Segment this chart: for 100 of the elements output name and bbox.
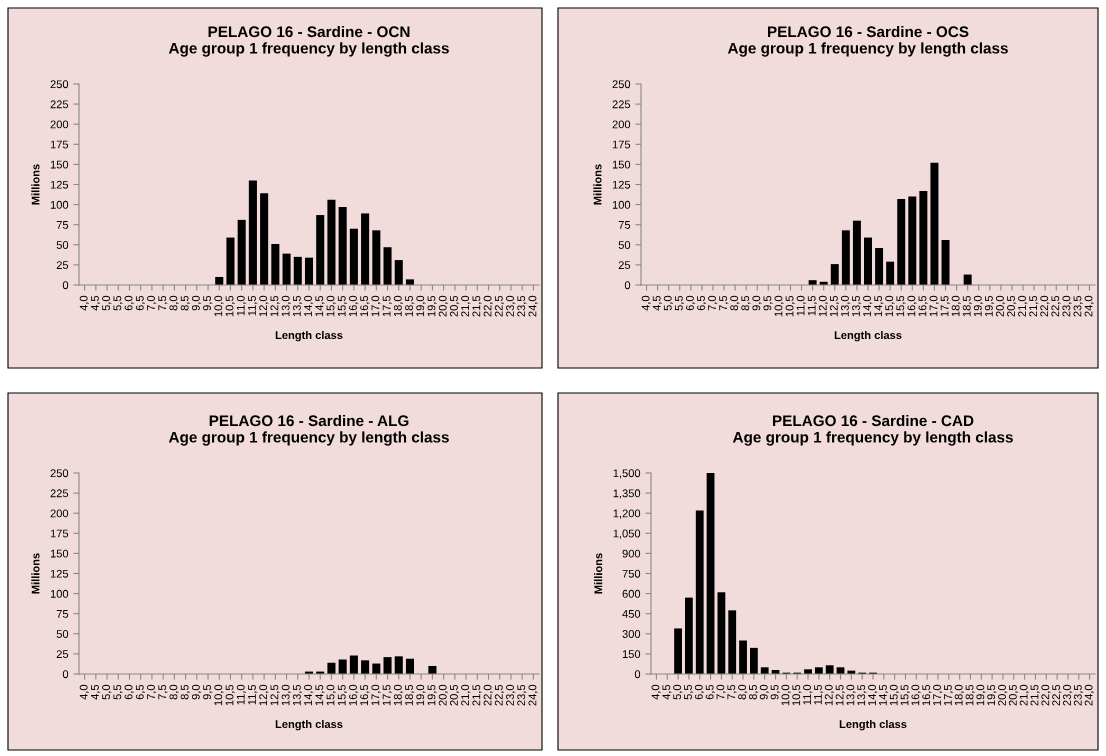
x-tick-label: 13,0: [846, 684, 856, 706]
y-axis-title: Millions: [594, 553, 603, 594]
x-tick-label: 24,0: [1084, 684, 1094, 706]
x-tick-label: 11,0: [236, 295, 246, 316]
x-tick-label: 22,0: [483, 684, 493, 706]
x-tick-label: 4,5: [91, 684, 101, 700]
x-tick-label: 21,5: [1030, 684, 1040, 706]
x-tick-label: 15,5: [900, 684, 910, 706]
x-tick-label: 19,0: [976, 684, 986, 706]
x-tick-label: 11,5: [807, 295, 817, 316]
x-tick-label: 4,5: [662, 684, 672, 700]
y-tick-label: 300: [622, 630, 641, 638]
x-tick-label: 4,0: [641, 295, 651, 311]
y-tick-label: 1,050: [613, 529, 641, 539]
x-tick-label: 23,0: [506, 684, 516, 706]
x-tick-label: 16,5: [918, 295, 928, 317]
x-tick-label: 7,5: [158, 295, 168, 311]
x-tick-label: 10,5: [225, 684, 235, 706]
x-tick-label: 22,0: [483, 295, 493, 317]
x-tick-label: 13,0: [281, 295, 291, 317]
x-tick-label: 11,0: [236, 684, 246, 705]
x-tick-label: 14,0: [304, 295, 314, 317]
x-tick-label: 5,0: [673, 684, 683, 700]
y-tick-label: 25: [56, 261, 69, 270]
x-tick-label: 7,5: [158, 684, 168, 700]
x-tick-label: 7,0: [716, 684, 726, 700]
x-tick-label: 23,0: [1063, 684, 1073, 706]
x-tick-label: 20,0: [438, 295, 448, 317]
x-tick-label: 15,0: [885, 295, 895, 317]
x-tick-label: 22,0: [1041, 684, 1051, 706]
x-tick-label: 9,5: [203, 684, 213, 700]
x-tick-label: 21,0: [1018, 295, 1028, 317]
y-tick-label: 0: [624, 281, 631, 290]
y-tick-label: 50: [56, 241, 69, 249]
x-tick-label: 21,5: [472, 295, 482, 317]
x-tick-label: 20,0: [438, 684, 448, 706]
y-tick-label: 0: [62, 281, 69, 290]
y-tick-label: 50: [56, 630, 69, 638]
y-tick-label: 100: [50, 589, 69, 598]
x-tick-label: 19,0: [416, 295, 426, 317]
chart-title: PELAGO 16 - Sardine - OCS Age group 1 frequency by length class: [727, 25, 1008, 57]
x-tick-label: 21,0: [461, 684, 471, 706]
x-tick-label: 8,0: [730, 295, 740, 311]
y-tick-label: 125: [50, 569, 69, 578]
x-tick-label: 20,5: [1008, 684, 1019, 706]
y-tick-label: 150: [50, 549, 69, 558]
x-tick-label: 12,0: [824, 684, 834, 706]
x-tick-label: 10,0: [781, 684, 791, 706]
x-tick-label: 23,0: [506, 295, 516, 317]
x-tick-label: 21,5: [1029, 295, 1039, 317]
y-tick-label: 1,500: [613, 469, 641, 479]
y-tick-label: 450: [622, 609, 641, 618]
y-tick-label: 175: [612, 140, 631, 149]
x-tick-label: 16,0: [911, 684, 921, 706]
x-tick-label: 11,0: [796, 295, 806, 316]
x-tick-label: 4,5: [652, 295, 662, 311]
x-tick-label: 16,5: [360, 295, 370, 317]
x-tick-label: 5,5: [674, 295, 685, 311]
x-tick-label: 5,5: [113, 684, 123, 700]
y-tick-label: 200: [50, 509, 69, 518]
x-tick-label: 13,5: [292, 684, 303, 706]
x-tick-label: 20,5: [449, 295, 460, 317]
x-tick-label: 4,0: [79, 684, 89, 700]
x-tick-label: 18,0: [954, 684, 964, 706]
x-tick-label: 22,5: [1052, 684, 1062, 706]
x-tick-label: 10,0: [214, 295, 224, 317]
x-tick-label: 10,5: [225, 295, 235, 317]
x-tick-label: 18,5: [405, 684, 415, 706]
chart-title: PELAGO 16 - Sardine - ALG Age group 1 frequency by length class: [168, 414, 449, 446]
x-tick-label: 6,0: [694, 684, 705, 700]
x-tick-label: 23,5: [1073, 684, 1084, 706]
y-tick-label: 250: [50, 80, 69, 89]
x-tick-label: 14,5: [315, 295, 325, 317]
y-tick-label: 50: [618, 241, 631, 249]
x-tick-label: 14,0: [304, 684, 314, 706]
x-tick-label: 5,0: [102, 684, 112, 700]
x-tick-label: 20,0: [998, 684, 1008, 706]
x-tick-label: 23,0: [1062, 295, 1072, 317]
x-axis-title: Length class: [834, 330, 902, 342]
y-tick-label: 250: [50, 469, 69, 478]
x-tick-label: 4,0: [651, 684, 661, 700]
x-tick-label: 5,5: [113, 295, 123, 311]
x-tick-label: 8,0: [169, 295, 179, 311]
x-tick-label: 18,0: [951, 295, 961, 317]
y-tick-label: 200: [50, 120, 69, 129]
x-tick-label: 7,0: [147, 295, 157, 311]
x-tick-label: 15,0: [889, 684, 899, 706]
y-tick-label: 100: [50, 200, 69, 209]
x-tick-label: 8,5: [748, 684, 759, 700]
x-tick-label: 8,0: [738, 684, 748, 700]
x-tick-label: 18,0: [393, 684, 404, 706]
y-tick-label: 125: [50, 180, 69, 189]
x-tick-label: 13,5: [292, 295, 303, 317]
x-tick-label: 7,5: [727, 684, 737, 700]
x-tick-label: 6,5: [135, 295, 145, 311]
x-tick-label: 12,0: [259, 684, 269, 706]
y-tick-label: 600: [622, 589, 641, 598]
x-tick-label: 19,5: [427, 295, 437, 317]
y-tick-label: 225: [612, 100, 631, 109]
chart-title: PELAGO 16 - Sardine - CAD Age group 1 frequency by length class: [732, 414, 1013, 446]
